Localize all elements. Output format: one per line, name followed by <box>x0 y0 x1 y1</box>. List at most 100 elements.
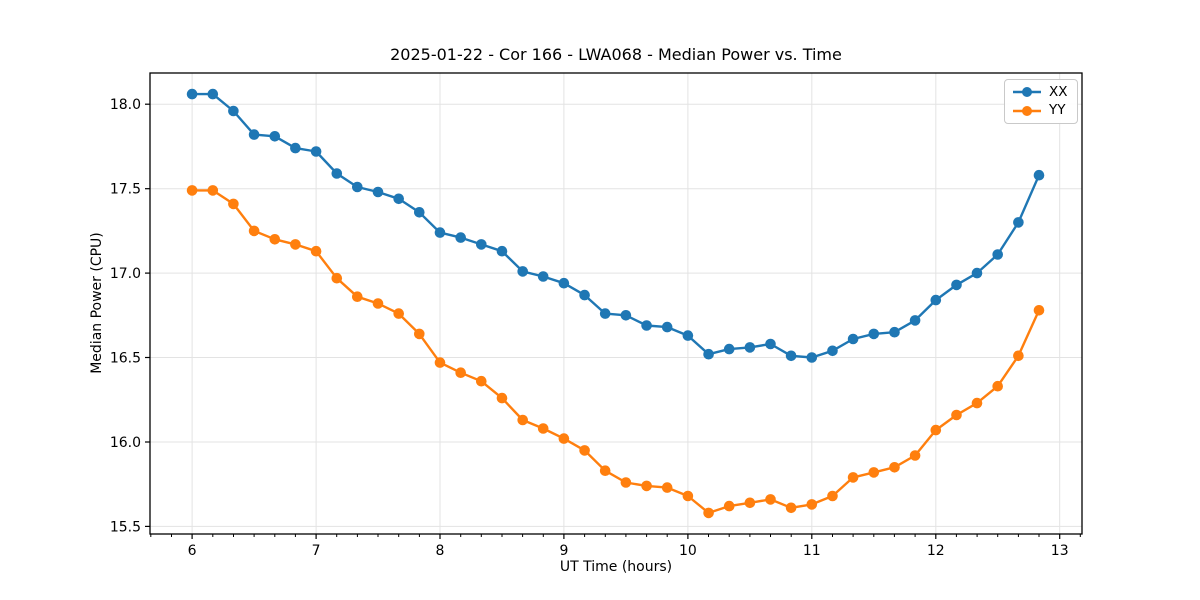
data-point <box>228 105 239 117</box>
data-point <box>723 500 735 512</box>
data-point <box>992 380 1003 392</box>
x-tick-label: 12 <box>927 543 945 559</box>
data-point <box>744 342 756 353</box>
y-tick-label: 15.5 <box>110 519 141 535</box>
data-point <box>1013 350 1024 362</box>
data-point <box>207 88 219 100</box>
x-tick-label: 10 <box>679 543 697 559</box>
legend-item-YY: YY <box>1012 102 1070 118</box>
x-tick-label: 13 <box>1051 543 1069 559</box>
data-point <box>558 277 570 289</box>
data-point <box>352 291 363 303</box>
data-point <box>228 198 239 210</box>
x-tick-label: 11 <box>803 543 821 559</box>
data-point <box>455 232 467 243</box>
series-line-YY <box>190 189 1041 515</box>
data-point <box>723 343 735 355</box>
data-point <box>599 465 611 477</box>
plot-border <box>149 72 1083 535</box>
y-tick-label: 16.5 <box>110 351 141 367</box>
data-point <box>620 310 632 321</box>
data-point <box>537 271 549 282</box>
data-point <box>765 494 776 505</box>
data-point <box>785 502 797 514</box>
data-point <box>269 131 281 142</box>
data-point <box>310 146 322 157</box>
x-tick-label: 7 <box>312 543 321 559</box>
data-point <box>310 245 322 257</box>
data-point <box>620 477 632 488</box>
data-point <box>455 367 467 379</box>
data-point <box>558 433 570 444</box>
data-point <box>682 330 694 341</box>
legend: XX YY <box>1004 79 1078 124</box>
legend-label: XX <box>1049 83 1068 100</box>
data-point <box>579 289 590 301</box>
data-point <box>517 266 528 277</box>
data-point <box>909 450 921 461</box>
y-tick-label: 17.5 <box>110 182 141 198</box>
data-point <box>765 338 776 350</box>
data-point <box>517 414 528 426</box>
data-point <box>806 352 818 363</box>
chart-title: 2025-01-22 - Cor 166 - LWA068 - Median P… <box>390 45 842 64</box>
x-axis-label: UT Time (hours) <box>559 559 673 575</box>
data-point <box>290 142 301 154</box>
data-point <box>496 392 508 404</box>
data-point <box>414 207 425 218</box>
data-point <box>661 482 673 493</box>
x-tick-label: 9 <box>559 543 568 559</box>
data-point <box>909 315 921 326</box>
data-point <box>1013 217 1024 228</box>
data-point <box>1033 305 1045 316</box>
data-point <box>930 294 942 306</box>
data-point <box>971 267 983 279</box>
data-point <box>476 239 487 250</box>
data-point <box>372 186 384 198</box>
legend-line-marker-icon <box>1013 87 1041 98</box>
x-tick-label: 6 <box>188 543 197 559</box>
data-point <box>248 225 260 237</box>
data-point <box>1033 169 1045 181</box>
legend-item-XX: XX <box>1012 85 1070 99</box>
data-point <box>971 397 983 409</box>
data-point <box>847 333 859 345</box>
data-point <box>599 308 611 319</box>
data-point <box>827 490 838 502</box>
data-point <box>744 497 756 509</box>
data-point <box>393 308 405 319</box>
data-point <box>537 423 549 434</box>
y-tick-label: 17.0 <box>110 266 141 282</box>
data-point <box>579 445 590 456</box>
data-point <box>496 245 508 257</box>
data-point <box>641 320 652 331</box>
data-point <box>434 227 446 238</box>
data-point <box>827 345 838 357</box>
data-point <box>352 181 363 193</box>
y-tick-label: 18.0 <box>110 97 141 113</box>
data-point <box>661 321 673 333</box>
data-point <box>889 462 900 473</box>
data-point <box>476 375 487 387</box>
data-point <box>331 168 343 179</box>
data-point <box>992 249 1003 260</box>
data-point <box>930 424 942 436</box>
data-point <box>186 88 198 100</box>
data-point <box>248 129 260 140</box>
data-point <box>806 499 818 510</box>
legend-line-marker-icon <box>1013 105 1041 116</box>
data-point <box>785 350 797 362</box>
data-point <box>372 298 384 309</box>
data-point <box>868 328 880 340</box>
data-point <box>951 409 962 421</box>
data-point <box>951 279 962 291</box>
legend-label: YY <box>1049 102 1066 118</box>
data-point <box>703 507 714 519</box>
data-point <box>414 328 425 340</box>
data-point <box>682 490 694 502</box>
data-point <box>703 348 714 360</box>
y-tick-label: 16.0 <box>110 435 141 451</box>
data-point <box>290 239 301 250</box>
